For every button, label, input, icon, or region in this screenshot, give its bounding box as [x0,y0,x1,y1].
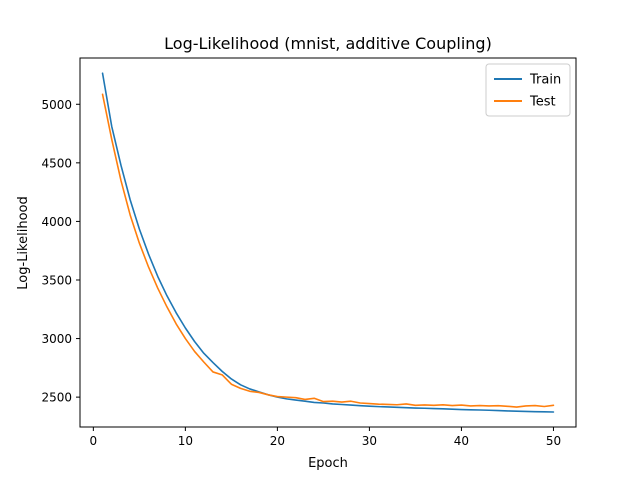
plot-lines [101,72,555,413]
y-axis-label: Log-Likelihood [16,196,31,289]
chart-title: Log-Likelihood (mnist, additive Coupling… [164,34,492,53]
x-tick-label: 20 [270,434,285,448]
x-axis-label: Epoch [308,456,348,471]
y-tick-label: 3000 [41,332,72,346]
x-axis-ticks: 0 10 20 30 40 50 [90,427,561,448]
series-line-test [101,93,555,408]
x-tick-label: 50 [546,434,561,448]
series-line-train [101,72,555,413]
y-tick-label: 4500 [41,156,72,170]
legend-box [485,63,571,117]
y-tick-label: 4000 [41,215,72,229]
y-tick-label: 3500 [41,273,72,287]
y-axis-ticks: 2500 3000 3500 4000 4500 5000 [41,98,80,405]
legend-label-test: Test [529,95,556,110]
legend-label-train: Train [529,73,561,88]
x-tick-label: 30 [362,434,377,448]
y-tick-label: 5000 [41,98,72,112]
x-tick-label: 10 [178,434,193,448]
x-tick-label: 0 [90,434,98,448]
plot-frame [79,57,577,428]
legend: Train Test [485,63,571,117]
x-tick-label: 40 [454,434,469,448]
y-tick-label: 2500 [41,391,72,405]
